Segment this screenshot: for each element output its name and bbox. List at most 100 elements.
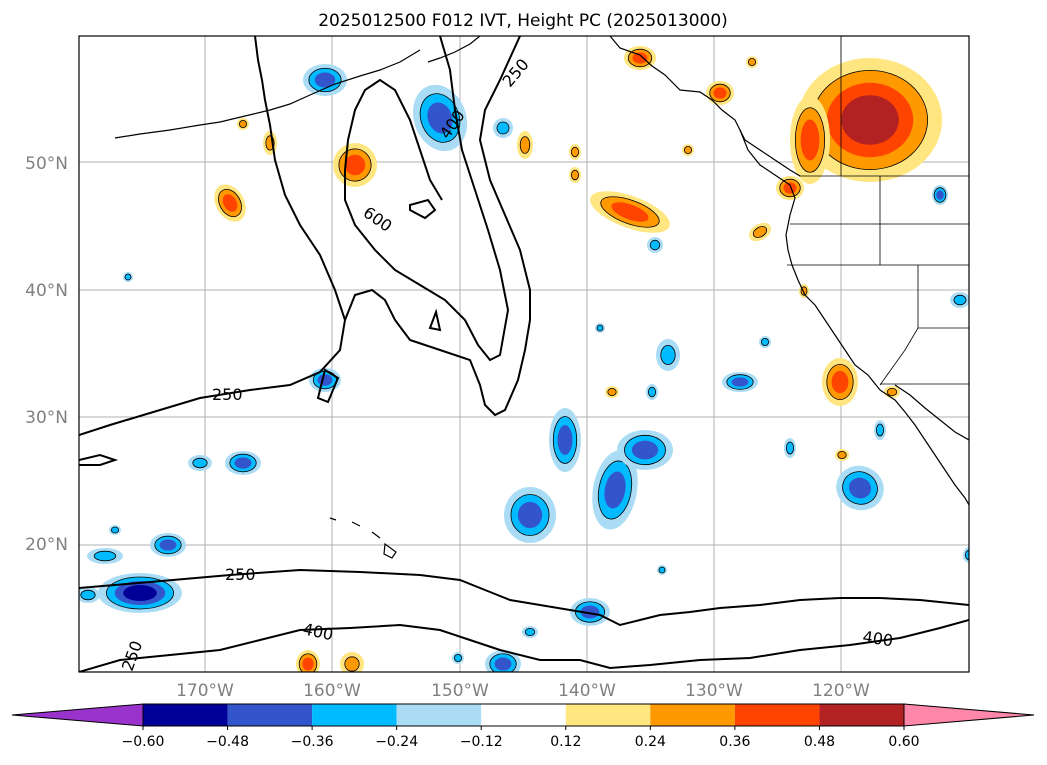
negative-anomaly-region	[963, 547, 969, 563]
positive-anomaly-region	[214, 184, 246, 222]
negative-anomaly-region	[836, 465, 884, 511]
positive-anomaly-region	[569, 167, 581, 183]
anomaly-shade-level	[752, 226, 768, 238]
anomaly-shade-level	[571, 146, 580, 158]
colorbar-segment	[396, 704, 482, 726]
colorbar-frame	[142, 703, 905, 727]
anomaly-shade-level	[80, 589, 96, 601]
positive-anomaly-region	[296, 650, 320, 672]
lon-label: 140°W	[558, 681, 616, 701]
anomaly-shade-level	[234, 457, 252, 469]
positive-anomaly-region	[790, 96, 830, 184]
negative-anomaly-region	[759, 336, 771, 348]
anomaly-shade-level	[604, 471, 626, 509]
positive-anomaly-region	[822, 358, 858, 406]
negative-anomaly-region	[932, 185, 948, 205]
lat-label: 50°N	[25, 154, 68, 174]
anomaly-shade-level	[786, 441, 795, 455]
positive-anomaly-region	[884, 386, 900, 398]
negative-anomaly-region	[549, 408, 581, 472]
positive-anomaly-region	[569, 144, 581, 160]
positive-anomaly-region	[682, 144, 694, 156]
anomaly-shade-level	[344, 154, 366, 176]
negative-anomaly-region	[109, 525, 121, 535]
anomaly-shade-level	[800, 119, 820, 161]
negative-anomaly-region	[657, 565, 667, 575]
anomaly-shade-level	[953, 294, 967, 306]
negative-anomaly-region	[98, 573, 182, 613]
positive-anomaly-region	[746, 56, 758, 68]
anomaly-shade-level	[222, 194, 238, 212]
negative-anomaly-region	[595, 323, 605, 333]
colorbar-segment	[227, 704, 313, 726]
anomaly-shading	[79, 46, 969, 672]
negative-anomaly-region	[504, 487, 556, 543]
positive-anomaly-region	[748, 222, 772, 242]
contour-400-south	[79, 619, 969, 672]
colorbar-segment	[650, 704, 735, 726]
anomaly-shade-level	[123, 585, 157, 601]
negative-anomaly-region	[784, 438, 796, 458]
negative-anomaly-region	[123, 272, 133, 282]
anomaly-shade-level	[124, 273, 132, 281]
anomaly-shade-level	[632, 52, 648, 64]
negative-anomaly-region	[592, 450, 638, 530]
anomaly-shade-level	[314, 72, 336, 88]
aleutian-chain	[114, 49, 421, 139]
alaska-peninsula	[427, 36, 481, 63]
colorbar-tick-label: −0.48	[206, 734, 249, 750]
anomaly-shade-level	[302, 657, 314, 671]
colorbar-tick-label: 0.48	[804, 734, 835, 750]
lat-label: 30°N	[25, 408, 68, 428]
contour-label: 400	[861, 627, 894, 650]
figure-title: 2025012500 F012 IVT, Height PC (20250130…	[318, 11, 728, 31]
positive-anomaly-region	[340, 652, 364, 672]
anomaly-shade-level	[192, 457, 208, 469]
anomaly-shade-level	[748, 58, 757, 67]
negative-anomaly-region	[188, 455, 212, 471]
contour-label: 250	[212, 385, 243, 404]
contour-small-loop	[428, 308, 442, 332]
contour-250-east	[344, 36, 531, 417]
negative-anomaly-region	[656, 339, 680, 371]
colorbar-extend-high	[903, 703, 1035, 727]
anomaly-shade-level	[731, 377, 749, 387]
positive-anomaly-region	[590, 191, 670, 233]
lon-label: 120°W	[812, 681, 870, 701]
anomaly-shade-level	[111, 526, 120, 534]
colorbar-tick-label: −0.36	[291, 734, 334, 750]
negative-anomaly-region	[617, 430, 673, 470]
map-frame	[78, 35, 970, 673]
anomaly-shade-level	[876, 423, 885, 437]
lon-label: 150°W	[431, 681, 489, 701]
anomaly-shade-level	[453, 654, 462, 663]
anomaly-shade-level	[159, 539, 177, 551]
contour-west-edge	[79, 453, 119, 466]
colorbar-tick-label: −0.60	[122, 734, 165, 750]
anomaly-shade-level	[658, 566, 666, 574]
anomaly-shade-level	[936, 190, 944, 200]
anomaly-shade-level	[596, 324, 604, 332]
contour-250-west	[79, 36, 347, 436]
coastlines	[114, 36, 969, 559]
anomaly-shade-level	[886, 387, 898, 396]
anomaly-shade-level	[611, 202, 649, 222]
positive-anomaly-region	[624, 46, 656, 70]
anomaly-shade-level	[648, 386, 657, 398]
colorbar-extend-low	[11, 703, 144, 727]
positive-anomaly-region	[263, 131, 277, 155]
lat-label: 40°N	[25, 281, 68, 301]
colorbar-tick-label: 0.24	[635, 734, 666, 750]
contour-small-loop-2	[316, 368, 340, 404]
colorbar-segment	[819, 704, 904, 726]
negative-anomaly-region	[522, 626, 538, 638]
colorbar-tick-label: 0.12	[550, 734, 581, 750]
anomaly-shade-level	[783, 182, 797, 194]
positive-anomaly-region	[835, 449, 849, 461]
colorbar-tick-label: 0.60	[888, 734, 919, 750]
anomaly-shade-level	[344, 656, 360, 672]
graticule	[79, 36, 969, 672]
anomaly-shade-level	[965, 549, 969, 561]
contour-600-closed	[409, 198, 437, 220]
